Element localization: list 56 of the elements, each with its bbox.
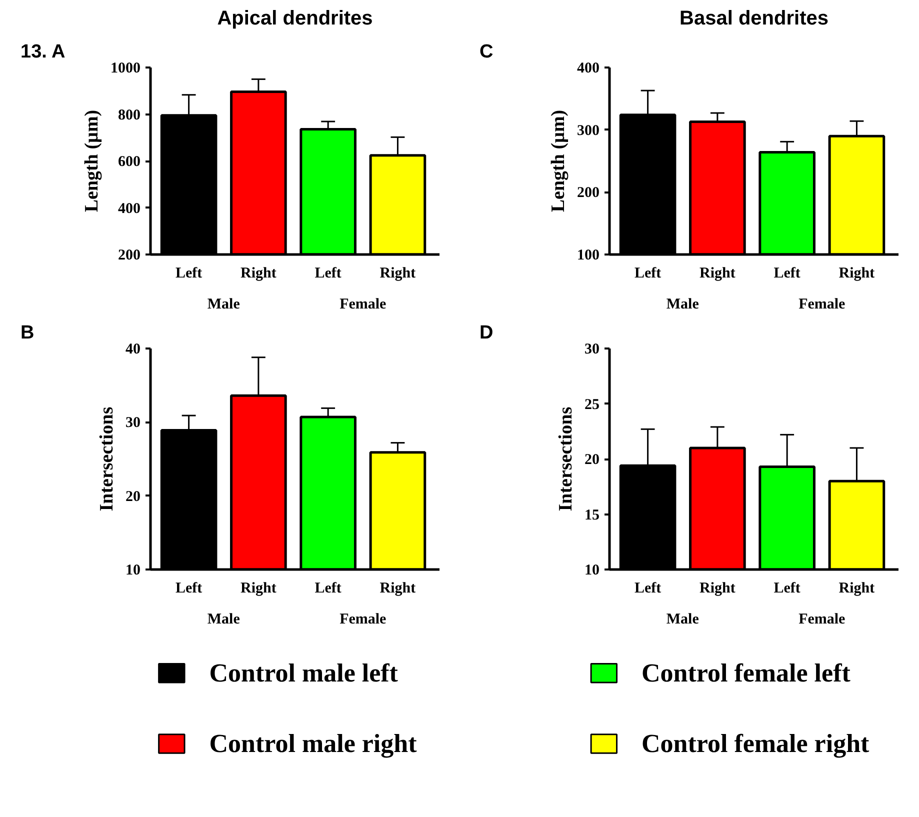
y-tick-label: 200	[118, 248, 140, 264]
x-tick-label: Left	[314, 580, 342, 596]
y-axis-title: Length (µm)	[82, 110, 102, 212]
x-tick-label: Left	[634, 580, 662, 596]
text: Female	[340, 296, 387, 312]
text: Male	[666, 296, 700, 312]
text: Female	[798, 296, 846, 312]
chart-subtitle: C	[480, 42, 494, 62]
legend-label: Control male right	[209, 729, 418, 758]
x-tick-label: Right	[380, 580, 416, 596]
y-tick-label: 25	[584, 396, 600, 413]
y-axis-title: Intersections	[96, 406, 118, 512]
text: Female	[798, 612, 846, 628]
legend-label: Control female left	[642, 658, 851, 688]
y-tick-label: 100	[577, 248, 600, 264]
x-tick-label: Right	[838, 580, 875, 596]
x-tick-label: Left	[314, 266, 342, 282]
y-tick-label: 300	[577, 122, 600, 139]
y-tick-label: 800	[118, 107, 140, 124]
y-tick-label: 30	[584, 342, 600, 358]
y-axis-title: Length (µm)	[548, 110, 569, 212]
x-tick-label: Left	[774, 580, 800, 596]
x-tick-label: Left	[774, 266, 800, 282]
y-tick-label: 400	[118, 200, 140, 217]
y-tick-label: 20	[126, 488, 140, 505]
y-tick-label: 10	[126, 562, 140, 578]
text: Male	[207, 296, 240, 312]
text: Male	[207, 612, 240, 628]
y-tick-label: 600	[118, 154, 140, 170]
y-axis-title: Intersections	[556, 406, 576, 512]
text: Female	[340, 612, 387, 628]
legend-label: Control male left	[209, 658, 398, 688]
x-tick-label: Right	[380, 266, 416, 282]
chart-title: Basal dendrites	[680, 8, 828, 30]
x-tick-label: Right	[700, 580, 736, 596]
chart-subtitle: D	[480, 322, 494, 344]
x-tick-label: Left	[175, 580, 202, 596]
text: Male	[666, 612, 700, 628]
x-tick-label: Left	[175, 266, 202, 282]
x-tick-label: Right	[838, 266, 875, 282]
chart-subtitle: 13. A	[20, 42, 66, 62]
x-tick-label: Left	[634, 266, 662, 282]
y-tick-label: 1000	[110, 60, 140, 76]
x-tick-label: Right	[700, 266, 736, 282]
y-tick-label: 20	[584, 452, 600, 468]
y-tick-label: 10	[584, 562, 600, 578]
y-tick-label: 30	[126, 415, 140, 432]
chart-title: Apical dendrites	[217, 8, 373, 30]
x-tick-label: Right	[240, 266, 276, 282]
x-tick-label: Right	[240, 580, 276, 596]
y-tick-label: 200	[577, 185, 600, 202]
y-tick-label: 15	[584, 507, 600, 524]
y-tick-label: 400	[577, 60, 600, 76]
chart-subtitle: B	[20, 322, 34, 344]
y-tick-label: 40	[126, 342, 140, 358]
legend-label: Control female right	[642, 729, 870, 758]
